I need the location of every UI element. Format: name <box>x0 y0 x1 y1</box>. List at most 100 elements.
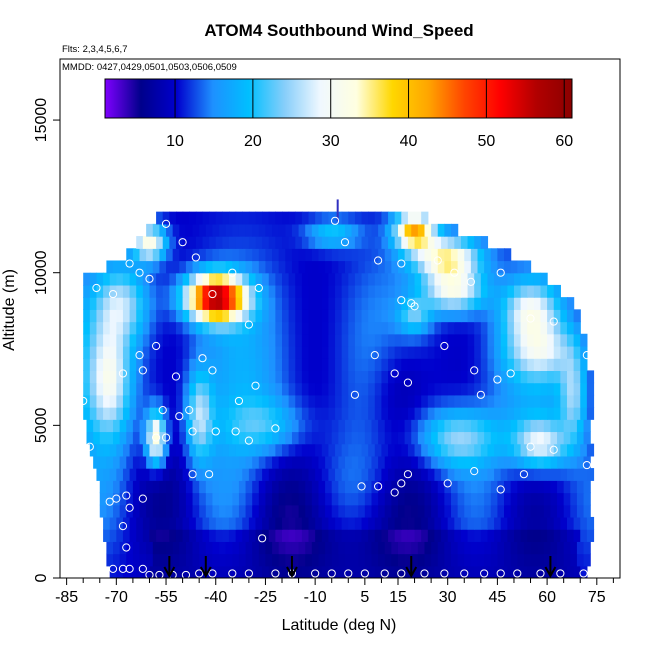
heat-cell <box>421 211 429 225</box>
observation-point <box>440 569 449 578</box>
heat-cell <box>494 370 502 384</box>
heat-cell <box>301 345 310 359</box>
heat-cell <box>282 443 290 457</box>
heat-cell <box>228 345 237 359</box>
heat-cell <box>106 504 114 518</box>
observation-point <box>556 569 565 578</box>
heat-cell <box>129 394 137 408</box>
heat-cell <box>301 236 310 249</box>
observation-point <box>105 497 114 506</box>
heat-cell <box>301 529 310 542</box>
heat-cell <box>560 345 568 359</box>
heat-cell <box>368 272 376 286</box>
heat-cell <box>89 321 98 335</box>
heat-cell <box>421 284 429 298</box>
heat-cell <box>99 419 107 433</box>
observation-point <box>122 543 131 552</box>
heat-cell <box>344 553 353 567</box>
heat-cell <box>553 529 561 542</box>
heat-cell <box>321 468 330 481</box>
heat-cell <box>341 468 349 481</box>
heat-cell <box>381 284 389 298</box>
heat-cell <box>162 284 170 298</box>
heat-cell <box>262 297 270 310</box>
heat-cell <box>275 272 283 286</box>
axes: -85 -70 -55 -40 -25 -10 5 15 30 45 60 7505000100001… <box>33 98 614 606</box>
heat-cell <box>504 480 512 494</box>
heat-cell <box>338 419 346 433</box>
heat-cell <box>169 370 177 384</box>
heat-cell <box>374 529 383 542</box>
heat-cell <box>464 248 472 262</box>
heat-cell <box>586 407 595 420</box>
heat-cell <box>480 309 489 323</box>
heat-cell <box>566 358 575 371</box>
heat-cell <box>162 297 170 310</box>
heat-cell <box>301 211 310 225</box>
heat-cell <box>298 223 306 237</box>
heat-cell <box>530 541 538 555</box>
observation-point <box>357 482 366 491</box>
heat-cell <box>238 553 247 567</box>
heat-cell <box>275 297 283 310</box>
heat-cell <box>116 370 124 384</box>
heat-cell <box>136 309 144 323</box>
heat-cell <box>533 529 542 542</box>
heat-cell <box>344 480 353 494</box>
heat-cell <box>255 358 263 371</box>
heat-cell <box>441 443 449 457</box>
heat-cell <box>457 541 465 555</box>
heat-cell <box>417 455 426 469</box>
heat-cell <box>513 407 522 420</box>
heat-cell <box>295 272 303 286</box>
heat-cell <box>497 431 505 445</box>
heat-cell <box>103 407 111 420</box>
heat-cell <box>265 480 273 494</box>
heat-cell <box>500 333 508 347</box>
heat-cell <box>238 248 247 262</box>
heat-cell <box>487 443 495 457</box>
heat-cell <box>553 333 561 347</box>
heat-cell <box>331 248 339 262</box>
heat-cell <box>242 309 250 323</box>
heat-cell <box>388 333 396 347</box>
observation-point <box>476 390 485 399</box>
observation-point <box>258 534 267 543</box>
heat-cell <box>417 260 426 274</box>
heat-cell <box>354 443 363 457</box>
heat-cell <box>464 492 472 506</box>
heat-cell <box>288 272 296 286</box>
heat-cell <box>275 529 283 542</box>
heat-cell <box>361 370 369 384</box>
heat-cell <box>295 211 303 225</box>
heat-cell <box>122 394 131 408</box>
heat-cell <box>490 492 498 506</box>
heat-cell <box>464 553 472 567</box>
heat-cell <box>507 565 515 578</box>
heat-cell <box>295 370 303 384</box>
heat-cell <box>480 394 489 408</box>
heat-cell <box>185 431 194 445</box>
heat-cell <box>318 260 326 274</box>
heat-cell <box>540 529 548 542</box>
heat-cell <box>447 370 455 384</box>
heat-cell <box>175 284 184 298</box>
heat-cell <box>414 443 422 457</box>
heat-cell <box>427 370 436 384</box>
heat-cell <box>434 297 442 310</box>
observation-point <box>108 289 118 299</box>
heat-cell <box>341 382 349 396</box>
heat-cell <box>255 236 263 249</box>
observation-point <box>466 277 475 286</box>
heat-cell <box>156 358 164 371</box>
heat-cell <box>265 553 273 567</box>
heat-cell <box>547 443 555 457</box>
heat-cell <box>308 394 316 408</box>
heat-cell <box>199 248 207 262</box>
heat-cell <box>354 345 363 359</box>
heat-cell <box>550 553 558 567</box>
heat-cell <box>308 345 316 359</box>
heat-cell <box>275 382 283 396</box>
heat-cell <box>434 333 442 347</box>
heat-cell <box>315 407 323 420</box>
